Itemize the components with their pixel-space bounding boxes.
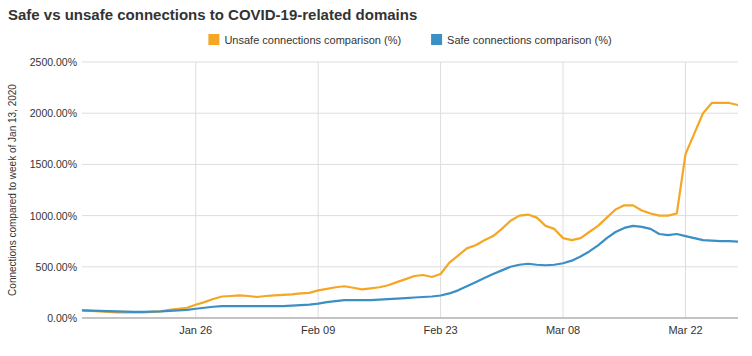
y-tick-label: 2000.00% — [30, 107, 77, 119]
x-tick-label: Feb 23 — [423, 324, 457, 336]
series-line — [82, 226, 738, 312]
y-tick-label: 500.00% — [36, 261, 77, 273]
x-grid-line — [685, 62, 686, 318]
x-tick-label: Jan 26 — [179, 324, 212, 336]
legend-swatch — [431, 34, 442, 45]
x-grid-line — [563, 62, 564, 318]
x-grid-line — [195, 62, 196, 318]
y-grid-line — [82, 318, 738, 319]
lines — [82, 103, 738, 312]
y-tick-label: 1500.00% — [30, 158, 77, 170]
y-tick-label: 2500.00% — [30, 56, 77, 68]
legend-label: Unsafe connections comparison (%) — [224, 34, 401, 46]
legend-swatch — [208, 34, 219, 45]
y-tick-label: 0.00% — [47, 312, 77, 324]
grid — [82, 62, 738, 318]
x-grid-line — [440, 62, 441, 318]
legend-label: Safe connections comparison (%) — [447, 34, 611, 46]
series-line — [82, 103, 738, 312]
x-tick-label: Mar 22 — [668, 324, 702, 336]
y-grid-line — [82, 62, 738, 63]
x-axis-line — [82, 318, 738, 319]
x-tick-label: Mar 08 — [546, 324, 580, 336]
legend: Unsafe connections comparison (%) Safe co… — [208, 34, 611, 46]
legend-item: Safe connections comparison (%) — [431, 34, 611, 46]
y-grid-line — [82, 215, 738, 216]
y-axis-label: Connections compared to week of Jan 13, … — [7, 84, 18, 296]
y-grid-line — [82, 266, 738, 267]
title: Safe vs unsafe connections to COVID-19-r… — [8, 6, 417, 23]
y-tick-label: 1000.00% — [30, 210, 77, 222]
x-grid-line — [318, 62, 319, 318]
chart: Safe vs unsafe connections to COVID-19-r… — [0, 0, 752, 356]
y-grid-line — [82, 164, 738, 165]
x-tick-label: Feb 09 — [301, 324, 335, 336]
y-grid-line — [82, 113, 738, 114]
legend-item: Unsafe connections comparison (%) — [208, 34, 401, 46]
